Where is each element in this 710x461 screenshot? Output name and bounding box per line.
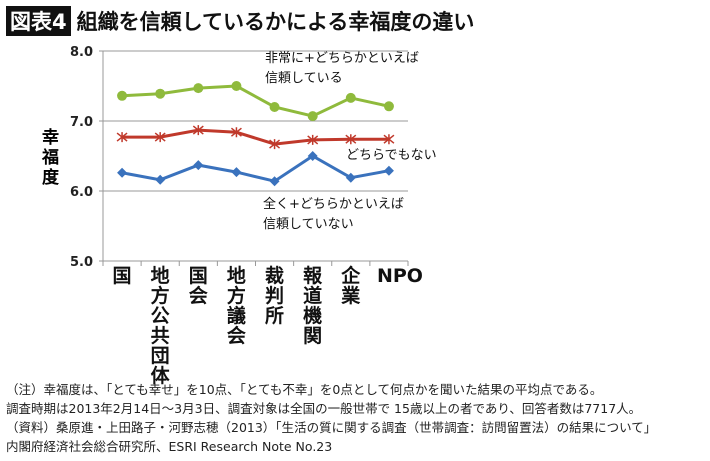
data-point	[231, 167, 242, 178]
series-label-line: 全く+どちらかといえば	[263, 197, 404, 212]
data-point	[307, 111, 318, 122]
note-line: （注）幸福度は、「とても幸せ」を10点、「とても不幸」を0点として何点かを聞いた…	[6, 382, 603, 397]
x-tick-label: 国	[112, 265, 132, 287]
data-point	[383, 165, 394, 176]
series-label-line: 信頼していない	[263, 217, 354, 232]
data-point	[117, 90, 128, 101]
data-point	[116, 132, 128, 143]
y-tick-label: 6.0	[70, 185, 93, 200]
series-label: どちらでもない	[346, 146, 437, 166]
notes: （注）幸福度は、「とても幸せ」を10点、「とても不幸」を0点として何点かを聞いた…	[6, 380, 656, 456]
data-point	[193, 83, 204, 94]
data-point	[269, 139, 281, 150]
figure-badge: 図表4	[6, 6, 71, 36]
data-point	[193, 160, 204, 171]
data-point	[192, 125, 204, 136]
data-point	[230, 127, 242, 138]
series-label-line: 非常に+どちらかといえば	[265, 51, 419, 66]
y-tick-label: 7.0	[70, 115, 93, 130]
series-line	[122, 128, 389, 146]
data-point	[307, 151, 318, 161]
y-tick-label: 8.0	[70, 45, 93, 60]
data-point	[383, 101, 394, 112]
data-point	[231, 81, 242, 91]
note-line: 内閣府経済社会総合研究所、ESRI Research Note No.23	[6, 439, 333, 454]
data-point	[155, 174, 166, 185]
note-line: （資料）桑原進・上田路子・河野志穂（2013）「生活の質に関する調査（世帯調査：…	[6, 420, 657, 435]
data-point	[383, 134, 395, 145]
x-tick-label: 裁判所	[265, 265, 285, 327]
data-point	[154, 132, 166, 143]
series-line	[121, 84, 390, 118]
data-point	[269, 102, 280, 112]
data-point	[345, 92, 356, 103]
data-point	[155, 88, 166, 99]
x-tick-label: NPO	[376, 265, 423, 287]
data-point	[345, 134, 357, 145]
x-tick-label: 地方公共団体	[150, 265, 170, 387]
x-tick-label: 地方議会	[226, 265, 246, 347]
x-tick-label: 報道機関	[303, 265, 323, 347]
data-point	[307, 134, 319, 145]
series-label-line: どちらでもない	[346, 148, 437, 163]
y-tick-label: 5.0	[70, 255, 93, 270]
chart-title: 図表4 組織を信頼しているかによる幸福度の違い	[6, 6, 474, 36]
series-label: 全く+どちらかといえば 信頼していない	[263, 195, 404, 235]
series-line	[121, 154, 390, 183]
title-text: 組織を信頼しているかによる幸福度の違い	[76, 10, 475, 34]
series-label: 非常に+どちらかといえば 信頼している	[265, 49, 419, 89]
x-tick-label: 企業	[341, 265, 361, 307]
x-tick-label: 国会	[188, 265, 208, 307]
data-point	[345, 172, 356, 183]
data-point	[269, 176, 280, 187]
note-line: 調査時期は2013年2月14日〜3月3日、調査対象は全国の一般世帯で 15歳以上…	[6, 401, 642, 416]
y-axis-label: 幸福度	[42, 128, 59, 188]
data-point	[117, 167, 128, 178]
series-label-line: 信頼している	[265, 71, 343, 86]
